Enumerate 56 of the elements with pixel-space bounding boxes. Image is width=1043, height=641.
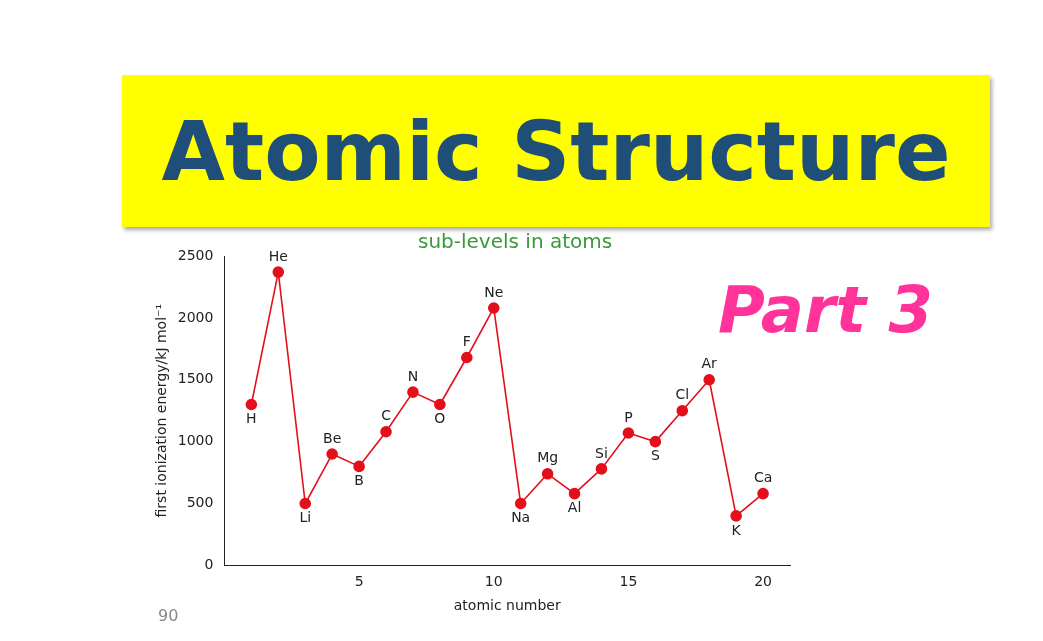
point bbox=[514, 497, 527, 510]
point bbox=[461, 351, 473, 364]
annotation: F bbox=[462, 333, 471, 350]
y-tick-label: 0 bbox=[204, 556, 214, 573]
annotation: Al bbox=[567, 499, 582, 516]
chart-title: Atomic Structure bbox=[161, 103, 951, 199]
annotation: Na bbox=[511, 509, 531, 526]
text: 90 bbox=[158, 606, 179, 625]
annotation: N bbox=[407, 367, 419, 384]
x-axis-title: atomic number bbox=[453, 597, 561, 614]
point bbox=[568, 487, 581, 500]
annotation: Be bbox=[323, 429, 342, 446]
y-tick-label: 500 bbox=[186, 494, 214, 511]
point bbox=[407, 386, 419, 398]
annotation: S bbox=[650, 447, 660, 464]
point bbox=[595, 463, 608, 475]
y-tick-label: 2000 bbox=[177, 308, 214, 325]
point bbox=[703, 373, 715, 386]
annotation: Ne bbox=[484, 283, 504, 300]
point bbox=[622, 427, 635, 439]
annotation: Cl bbox=[675, 386, 690, 403]
point bbox=[353, 460, 365, 473]
annotation: Mg bbox=[537, 449, 559, 466]
point bbox=[649, 435, 662, 448]
annotation: H bbox=[246, 410, 257, 427]
text: sub-levels in atoms bbox=[418, 229, 613, 253]
point bbox=[487, 302, 500, 314]
point bbox=[730, 510, 742, 522]
annotation: K bbox=[731, 521, 742, 538]
point bbox=[272, 266, 285, 278]
point bbox=[757, 487, 769, 500]
point bbox=[676, 404, 689, 417]
y-tick-label: 1000 bbox=[177, 432, 214, 449]
annotation: Ar bbox=[701, 355, 718, 372]
point bbox=[434, 398, 446, 411]
annotation: Si bbox=[595, 444, 608, 461]
x-tick-label: 15 bbox=[619, 573, 638, 590]
annotation: C bbox=[381, 407, 392, 424]
x-tick-label: 20 bbox=[754, 573, 772, 590]
point bbox=[245, 398, 258, 411]
annotation: O bbox=[434, 410, 446, 427]
chart-subtitle: Part 3 bbox=[718, 273, 933, 347]
annotation: P bbox=[624, 408, 633, 425]
annotation: Li bbox=[299, 509, 312, 526]
x-tick-label: 5 bbox=[354, 573, 364, 590]
point bbox=[380, 425, 392, 438]
x-tick-label: 10 bbox=[484, 573, 503, 590]
point bbox=[541, 468, 554, 480]
y-tick-label: 1500 bbox=[177, 370, 214, 387]
point bbox=[326, 448, 338, 460]
y-tick-label: 2500 bbox=[177, 246, 214, 263]
point bbox=[299, 497, 312, 510]
annotation: B bbox=[354, 472, 364, 489]
annotation: Ca bbox=[753, 469, 773, 486]
annotation: He bbox=[268, 247, 288, 264]
y-axis-title: first ionization energy/kJ mol⁻¹ bbox=[153, 303, 170, 518]
